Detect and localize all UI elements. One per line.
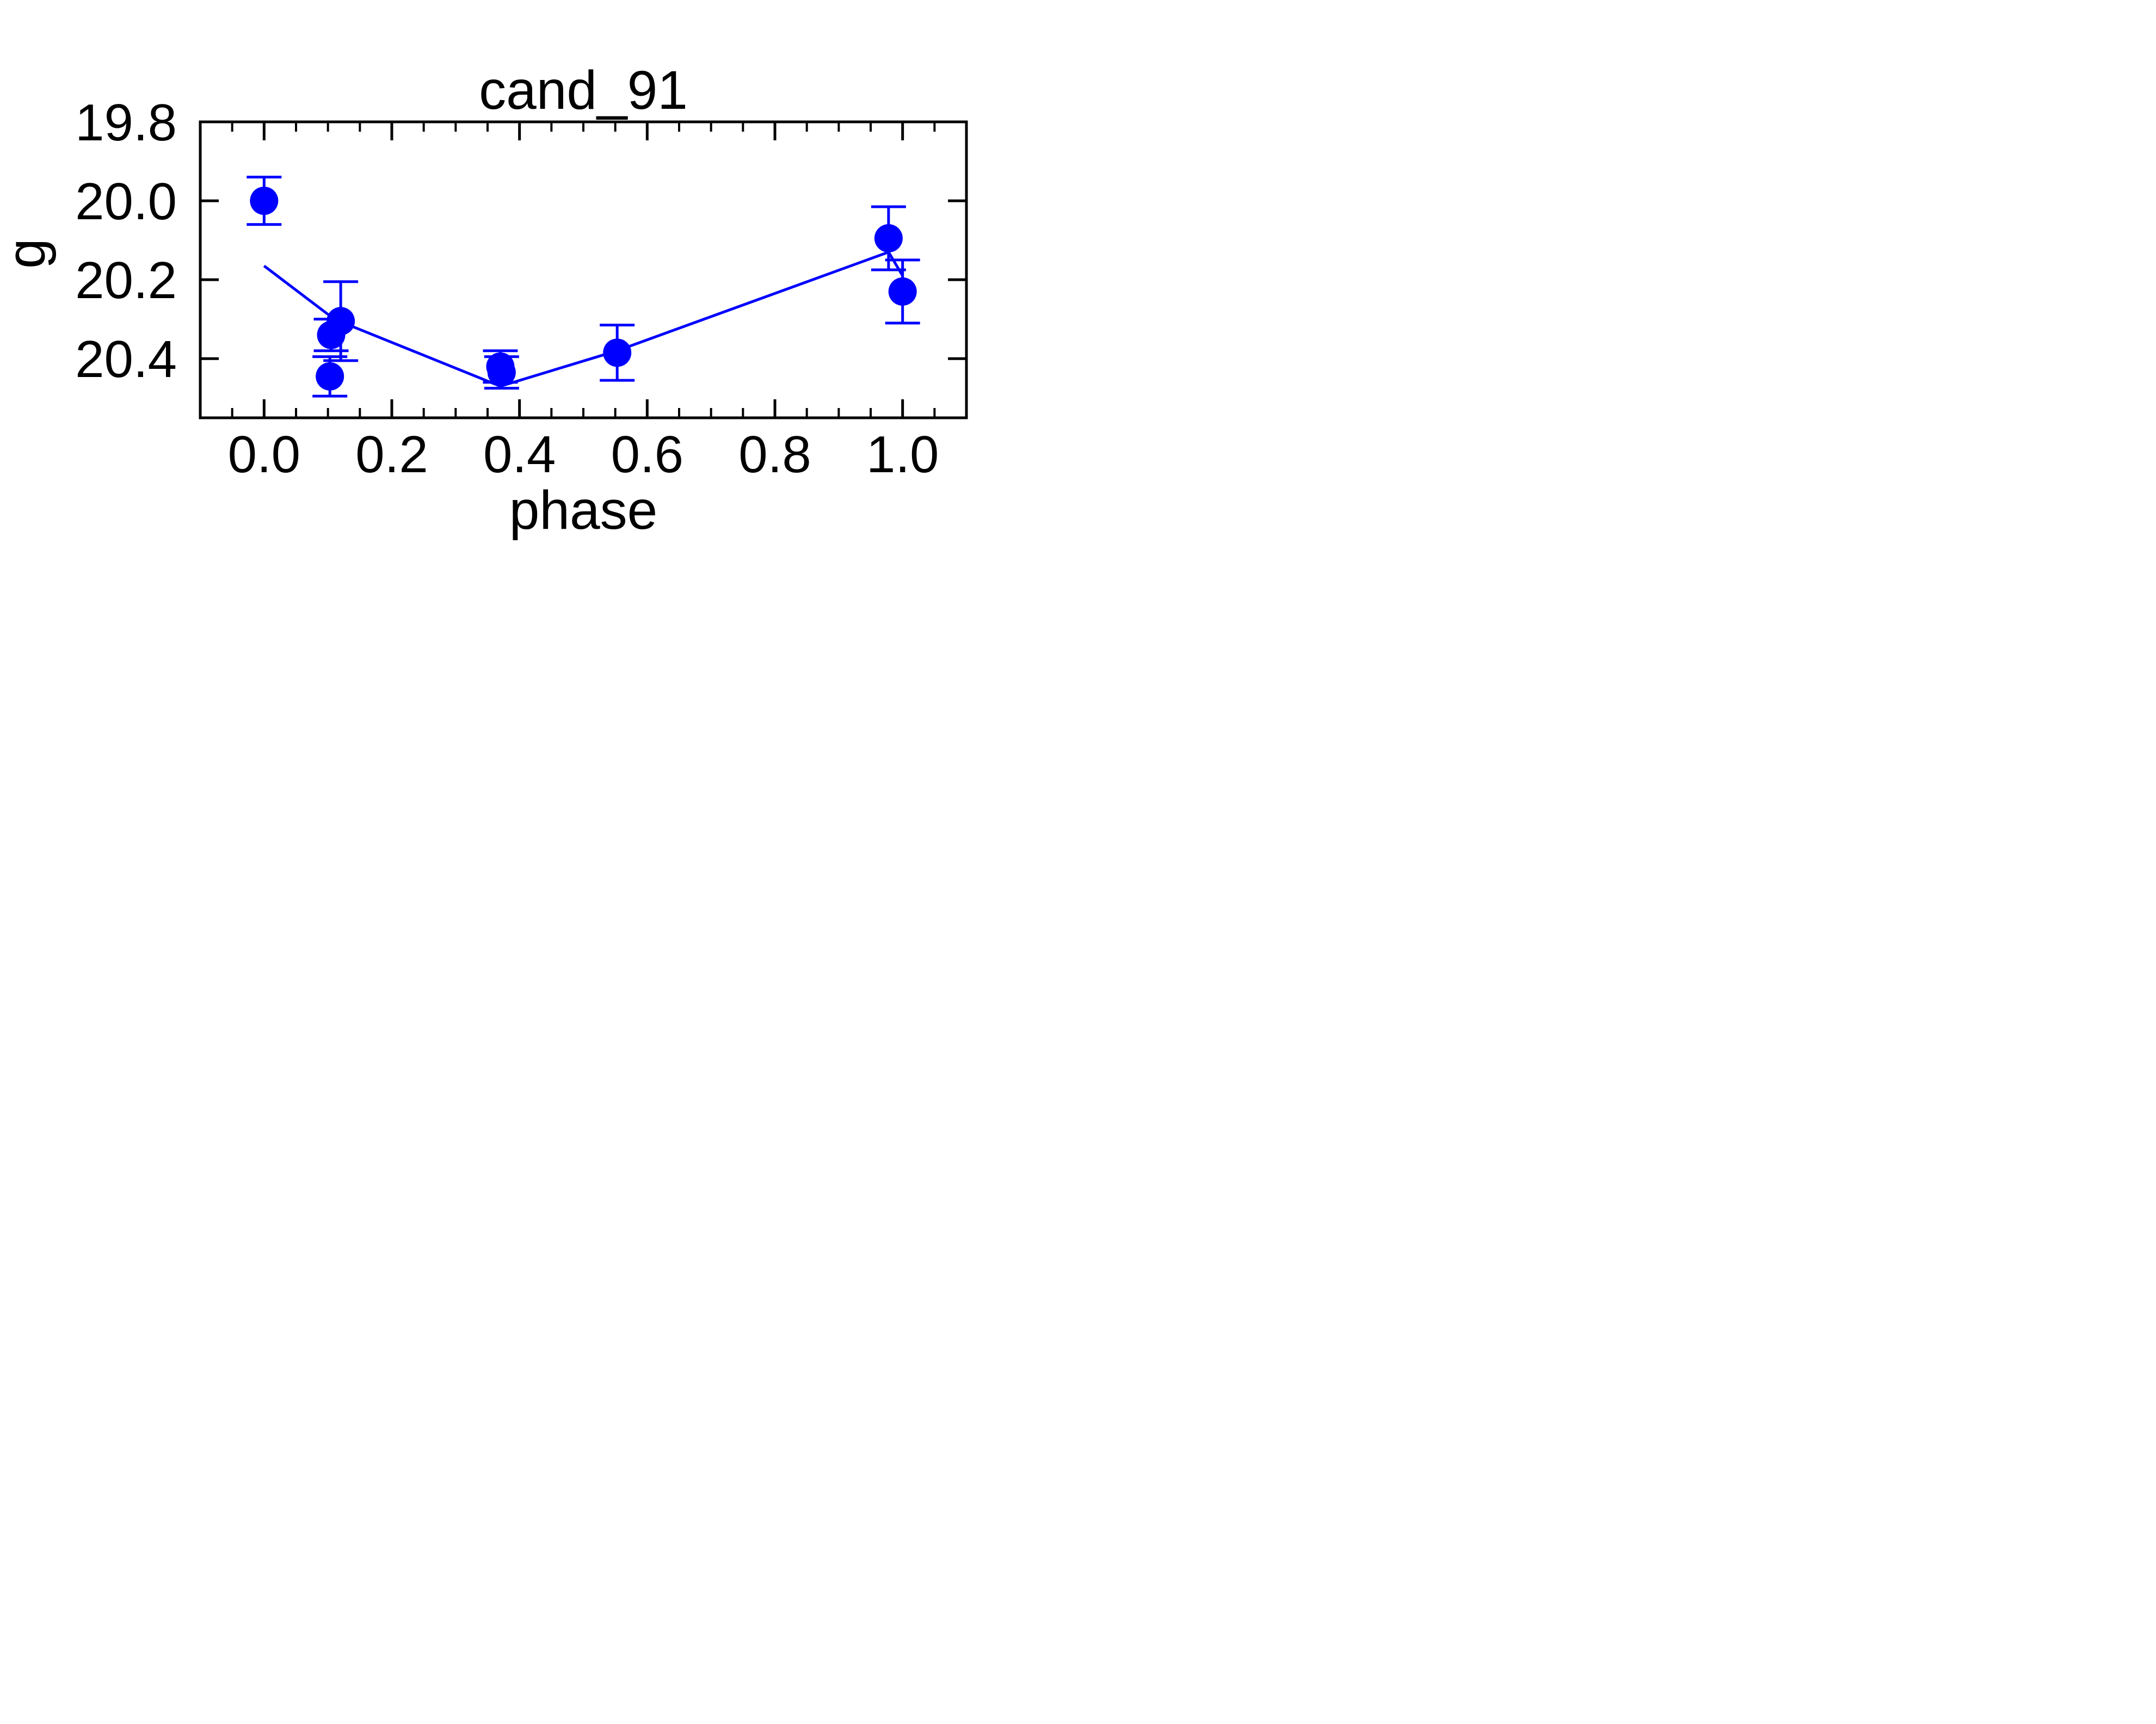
- data-point: [250, 187, 279, 215]
- data-point: [327, 307, 355, 336]
- x-tick-label: 0.2: [355, 425, 428, 484]
- plot-area: 0.0 0.2 0.4 0.6 0.8 1.0 19.8 20.0 20.2 20.4: [75, 94, 968, 484]
- data-point: [316, 362, 344, 391]
- data-point: [874, 224, 903, 252]
- data-point: [487, 358, 516, 387]
- x-axis-label: phase: [509, 480, 657, 541]
- y-tick-label: 20.4: [75, 330, 177, 388]
- x-tick-label: 1.0: [866, 425, 939, 484]
- x-tick-label: 0.0: [228, 425, 300, 484]
- y-axis-label: g: [0, 238, 57, 269]
- data-point: [888, 277, 917, 306]
- y-tick-label: 20.2: [75, 251, 177, 310]
- chart-title: cand_91: [479, 60, 688, 121]
- x-tick-label: 0.6: [611, 425, 683, 484]
- y-tick-label: 20.0: [75, 172, 177, 231]
- x-tick-label: 0.4: [483, 425, 556, 484]
- y-tick-label: 19.8: [75, 94, 177, 152]
- x-tick-label: 0.8: [738, 425, 811, 484]
- model-curve: [263, 250, 904, 388]
- data-point: [603, 338, 632, 367]
